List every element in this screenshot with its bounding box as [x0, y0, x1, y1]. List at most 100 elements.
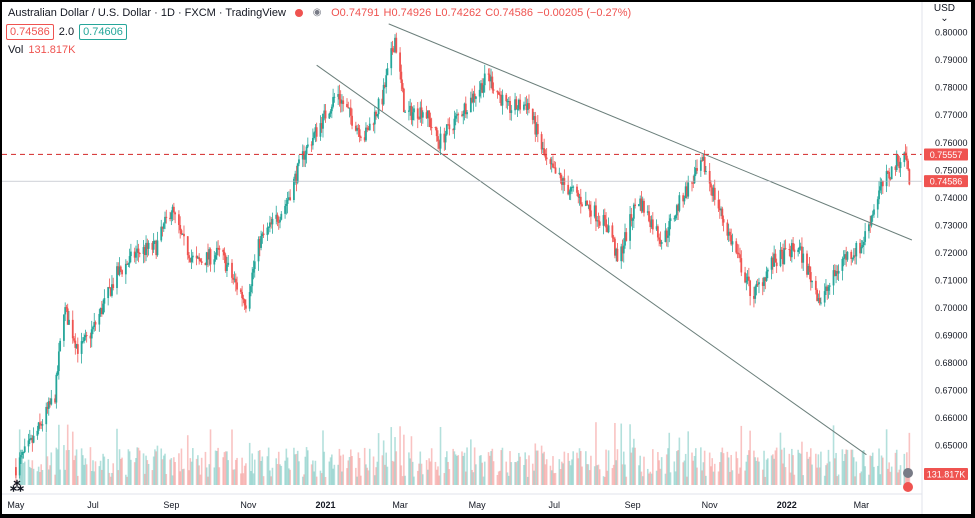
- candle-body: [108, 287, 111, 289]
- candle-body: [747, 276, 750, 281]
- volume-bar: [758, 461, 760, 485]
- candle-body: [718, 208, 721, 211]
- volume-bar: [604, 476, 606, 485]
- volume-bar: [328, 461, 331, 485]
- volume-bar: [605, 449, 607, 485]
- candle-body: [739, 254, 741, 259]
- volume-bar: [764, 476, 767, 485]
- volume-bar: [658, 460, 660, 485]
- volume-bar: [846, 449, 849, 485]
- volume-bar: [280, 465, 283, 485]
- candle-body: [357, 127, 360, 130]
- volume-bar: [411, 461, 414, 485]
- volume-bar: [434, 461, 437, 485]
- candle-body: [330, 106, 333, 112]
- candle-body: [721, 208, 724, 220]
- volume-bar: [870, 456, 873, 485]
- candle-body: [152, 241, 155, 250]
- volume-bar: [22, 462, 25, 485]
- bid-button[interactable]: 0.74586: [6, 24, 54, 40]
- volume-bar: [765, 459, 768, 485]
- candle-body: [15, 467, 17, 476]
- candle-body: [127, 263, 130, 265]
- volume-bar: [250, 471, 252, 485]
- candle-body: [435, 127, 438, 137]
- volume-bar: [32, 468, 35, 485]
- volume-bar: [731, 470, 734, 485]
- candle-body: [271, 218, 274, 225]
- volume-bar: [231, 429, 233, 485]
- volume-bar: [49, 465, 51, 485]
- eye-icon[interactable]: ◉: [312, 7, 322, 19]
- candle-body: [631, 218, 634, 221]
- volume-bar: [799, 453, 802, 485]
- candle-body: [462, 113, 465, 116]
- candle-body: [541, 148, 544, 150]
- y-tick-label: 0.76000: [935, 138, 968, 148]
- candle-body: [650, 219, 653, 228]
- volume-bar: [844, 454, 846, 485]
- volume-bar: [745, 461, 748, 485]
- volume-bar: [112, 463, 115, 485]
- candle-body: [90, 329, 93, 339]
- volume-bar: [820, 451, 822, 485]
- candle-body: [100, 307, 103, 315]
- volume-bar: [214, 450, 217, 485]
- volume-bar: [835, 452, 837, 485]
- volume-bar: [572, 451, 575, 485]
- candle-body: [472, 93, 475, 103]
- volume-bar: [357, 452, 360, 485]
- currency-selector[interactable]: USD ⌄: [934, 4, 955, 24]
- volume-bar: [616, 449, 619, 485]
- volume-bar: [323, 451, 326, 485]
- candle-body: [528, 103, 530, 109]
- ask-button[interactable]: 0.74606: [79, 24, 127, 40]
- volume-bar: [673, 461, 676, 485]
- candle-body: [80, 341, 83, 354]
- candle-body: [138, 253, 141, 255]
- candle-body: [277, 221, 280, 223]
- candle-body: [314, 127, 317, 133]
- volume-bar: [639, 455, 641, 485]
- candle-body: [128, 256, 131, 264]
- volume-bar: [284, 460, 286, 485]
- volume-bar: [806, 451, 808, 485]
- volume-bar: [240, 473, 242, 485]
- volume-bar: [71, 431, 74, 485]
- volume-bar: [174, 461, 176, 485]
- candle-body: [391, 48, 394, 52]
- candle-body: [358, 129, 361, 137]
- volume-bar: [381, 455, 384, 485]
- volume-bar: [540, 445, 543, 485]
- volume-bar: [368, 448, 371, 485]
- volume-bar: [385, 452, 387, 485]
- volume-bar: [491, 448, 494, 485]
- candle-body: [593, 205, 596, 217]
- volume-label: Vol: [8, 44, 24, 56]
- candle-body: [421, 112, 424, 118]
- volume-bar: [598, 469, 601, 485]
- candle-body: [165, 216, 168, 218]
- volume-bar: [82, 455, 84, 485]
- candle-body: [324, 110, 327, 119]
- candle-body: [133, 251, 136, 258]
- volume-bar: [218, 467, 221, 485]
- candle-body: [500, 94, 503, 106]
- candle-body: [360, 136, 362, 138]
- candle-body: [92, 327, 94, 330]
- volume-bar: [310, 464, 313, 485]
- volume-bar: [815, 453, 817, 485]
- volume-bar: [737, 473, 740, 485]
- candle-body: [817, 297, 820, 301]
- candle-body: [708, 170, 711, 184]
- volume-bar: [136, 447, 139, 485]
- volume-bar: [827, 449, 830, 485]
- volume-bar: [217, 447, 219, 485]
- volume-bar: [864, 466, 866, 485]
- candle-body: [328, 113, 331, 119]
- candle-body: [443, 133, 446, 143]
- volume-bar: [506, 472, 509, 485]
- candle-body: [445, 124, 448, 135]
- candle-body: [346, 104, 348, 108]
